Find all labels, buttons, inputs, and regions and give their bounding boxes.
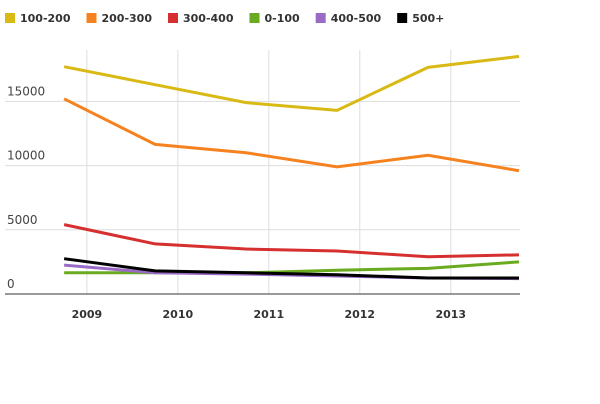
- y-tick-label: 0: [7, 277, 15, 291]
- x-tick-label: 2012: [344, 308, 375, 321]
- legend-label: 0-100: [265, 12, 301, 25]
- legend-label: 500+: [412, 12, 444, 25]
- legend-swatch: [397, 13, 408, 23]
- y-tick-label: 5000: [7, 213, 38, 227]
- series-line: [63, 257, 519, 280]
- series-line: [63, 223, 520, 259]
- legend-swatch: [249, 13, 260, 23]
- legend-label: 100-200: [20, 12, 71, 25]
- series-line: [63, 54, 520, 112]
- legend-label: 300-400: [183, 12, 234, 25]
- x-tick-label: 2009: [72, 308, 103, 321]
- y-tick-label: 15000: [7, 84, 45, 98]
- y-tick-label: 10000: [7, 149, 45, 163]
- legend-swatch: [5, 13, 15, 23]
- legend-label: 200-300: [102, 12, 153, 25]
- x-tick-label: 2013: [435, 308, 466, 321]
- legend-swatch: [86, 13, 97, 23]
- legend-swatch: [315, 13, 326, 23]
- x-tick-label: 2011: [254, 308, 285, 321]
- x-tick-label: 2010: [163, 308, 194, 321]
- series-line: [63, 97, 520, 173]
- legend-swatch: [168, 13, 178, 23]
- legend-label: 400-500: [331, 12, 382, 25]
